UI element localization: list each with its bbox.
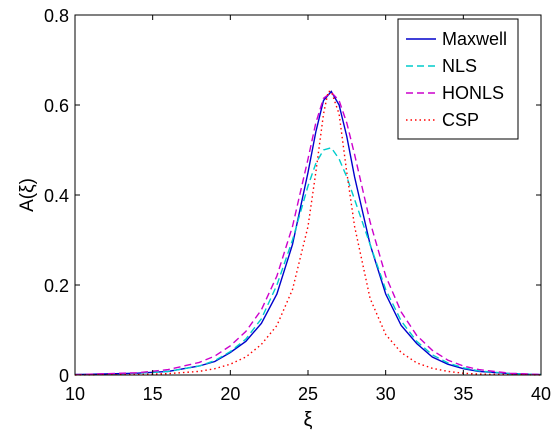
legend-label-1: NLS [442, 56, 477, 76]
x-tick-label: 20 [220, 384, 240, 404]
legend-label-3: CSP [442, 110, 479, 130]
series-line-3 [74, 90, 542, 376]
ticks-layer: 10 15 20 25 30 35 40 0 0.2 0.4 0.6 0.8 [44, 6, 551, 404]
y-tick-label: 0.6 [44, 96, 69, 116]
x-tick-label: 35 [453, 384, 473, 404]
x-tick-label: 40 [531, 384, 551, 404]
x-tick-label: 15 [143, 384, 163, 404]
series-line-1 [74, 146, 542, 376]
series-line-2 [74, 91, 542, 376]
y-axis-label: A(ξ) [17, 178, 38, 212]
y-tick-label: 0.2 [44, 276, 69, 296]
legend: Maxwell NLS HONLS CSP [397, 18, 519, 140]
series-layer [74, 90, 542, 376]
legend-label-0: Maxwell [442, 29, 507, 49]
x-tick-label: 30 [376, 384, 396, 404]
series-line-0 [74, 90, 542, 376]
y-tick-label: 0.4 [44, 186, 69, 206]
legend-label-2: HONLS [442, 83, 504, 103]
x-tick-label: 10 [65, 384, 85, 404]
x-axis-label: ξ [304, 409, 313, 431]
x-tick-label: 25 [298, 384, 318, 404]
y-tick-label: 0 [59, 366, 69, 386]
y-tick-label: 0.8 [44, 6, 69, 26]
